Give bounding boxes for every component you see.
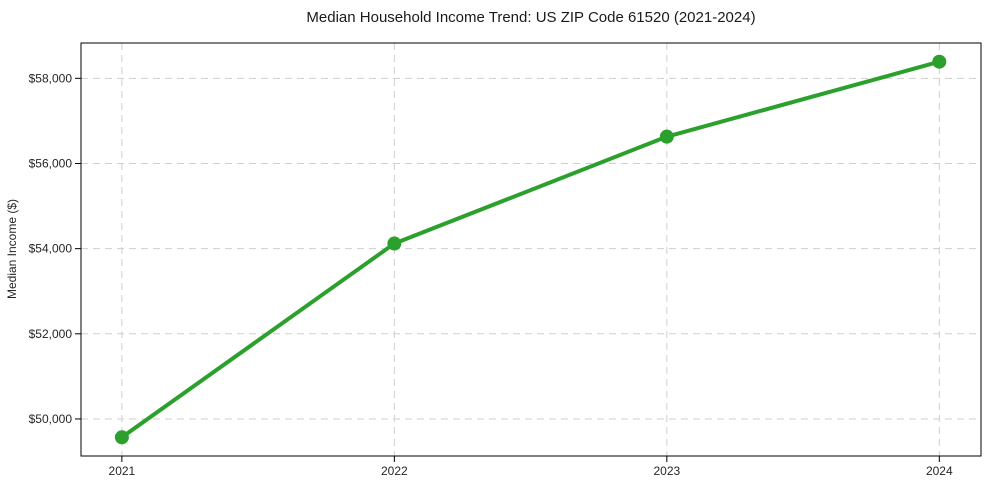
grid-layer: [81, 43, 981, 456]
x-tick-label: 2024: [926, 464, 953, 478]
trend-line: [119, 59, 942, 440]
y-tick-label: $54,000: [29, 242, 73, 256]
tick-layer: $50,000 $52,000 $54,000 $56,000 $58,000 2021 2…: [29, 71, 953, 478]
y-axis-label: Median Income ($): [5, 199, 19, 299]
data-point-marker: [932, 54, 947, 69]
y-tick-label: $50,000: [29, 412, 73, 426]
y-tick-label: $58,000: [29, 71, 73, 85]
data-point-marker: [659, 129, 674, 144]
plot-border: [80, 42, 982, 457]
y-tick-label: $56,000: [29, 156, 73, 170]
x-tick-label: 2023: [653, 464, 680, 478]
data-point-marker: [114, 430, 129, 445]
chart-title: Median Household Income Trend: US ZIP Co…: [306, 9, 755, 26]
series-layer: [114, 54, 947, 445]
x-tick-label: 2022: [381, 464, 408, 478]
y-tick-label: $52,000: [29, 327, 73, 341]
data-point-marker: [387, 236, 402, 251]
x-tick-label: 2021: [109, 464, 136, 478]
